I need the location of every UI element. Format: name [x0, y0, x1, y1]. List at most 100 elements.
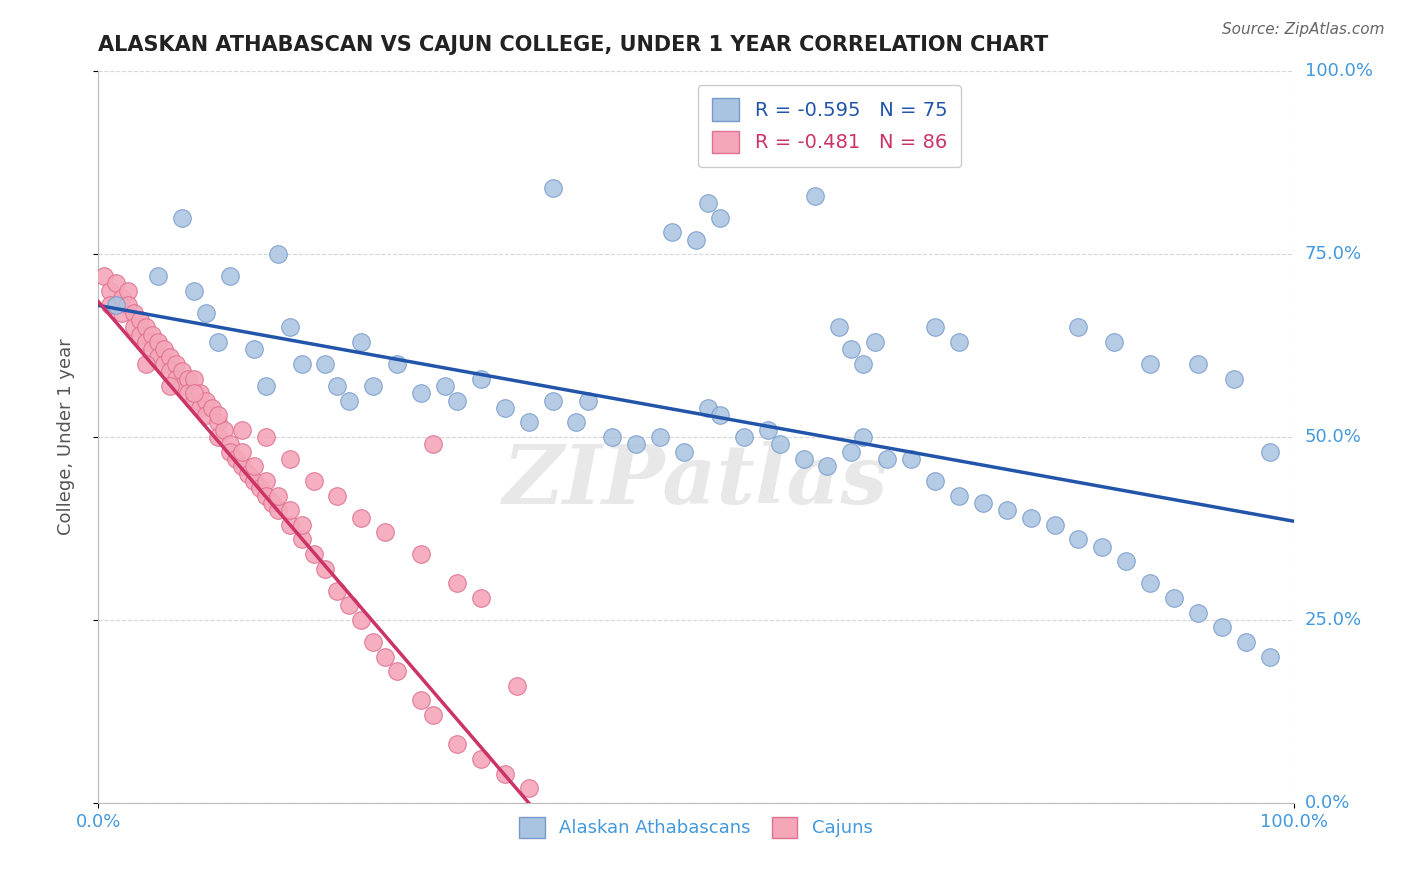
- Point: [350, 334, 373, 349]
- Point: [648, 430, 672, 444]
- Point: [219, 444, 242, 458]
- Point: [195, 306, 218, 320]
- Point: [411, 547, 433, 561]
- Point: [541, 181, 564, 195]
- Point: [1234, 635, 1257, 649]
- Point: [165, 371, 187, 385]
- Point: [278, 517, 301, 532]
- Point: [153, 357, 176, 371]
- Point: [159, 350, 181, 364]
- Point: [254, 430, 277, 444]
- Point: [363, 635, 385, 649]
- Point: [768, 437, 790, 451]
- Point: [363, 379, 385, 393]
- Point: [1163, 591, 1185, 605]
- Point: [105, 277, 128, 291]
- Point: [494, 766, 516, 780]
- Point: [876, 452, 898, 467]
- Point: [385, 357, 409, 371]
- Point: [219, 269, 242, 284]
- Point: [243, 343, 266, 357]
- Point: [135, 320, 157, 334]
- Text: 75.0%: 75.0%: [1305, 245, 1362, 263]
- Point: [374, 525, 396, 540]
- Point: [135, 334, 157, 349]
- Point: [673, 444, 696, 458]
- Point: [172, 379, 194, 393]
- Point: [278, 503, 301, 517]
- Point: [236, 467, 259, 481]
- Point: [117, 298, 139, 312]
- Point: [243, 459, 266, 474]
- Point: [470, 591, 492, 605]
- Point: [517, 781, 540, 796]
- Point: [1139, 576, 1161, 591]
- Point: [267, 503, 290, 517]
- Point: [578, 393, 600, 408]
- Point: [254, 474, 277, 488]
- Point: [183, 371, 205, 385]
- Point: [804, 188, 827, 202]
- Point: [153, 343, 176, 357]
- Point: [411, 693, 433, 707]
- Point: [135, 357, 157, 371]
- Point: [852, 357, 875, 371]
- Point: [924, 474, 946, 488]
- Point: [231, 444, 253, 458]
- Point: [159, 364, 181, 378]
- Point: [411, 386, 433, 401]
- Point: [1067, 533, 1090, 547]
- Point: [517, 416, 540, 430]
- Point: [1019, 510, 1042, 524]
- Point: [111, 291, 134, 305]
- Point: [565, 416, 588, 430]
- Point: [291, 517, 314, 532]
- Point: [470, 752, 492, 766]
- Point: [995, 503, 1018, 517]
- Point: [93, 269, 115, 284]
- Point: [733, 430, 755, 444]
- Point: [326, 489, 349, 503]
- Point: [350, 613, 373, 627]
- Point: [948, 334, 970, 349]
- Point: [506, 679, 529, 693]
- Point: [841, 444, 863, 458]
- Point: [201, 401, 224, 415]
- Point: [105, 298, 128, 312]
- Legend: Alaskan Athabascans, Cajuns: Alaskan Athabascans, Cajuns: [512, 810, 880, 845]
- Text: 25.0%: 25.0%: [1305, 611, 1362, 629]
- Point: [1258, 444, 1281, 458]
- Point: [1187, 606, 1209, 620]
- Y-axis label: College, Under 1 year: College, Under 1 year: [56, 339, 75, 535]
- Point: [183, 284, 205, 298]
- Point: [207, 416, 229, 430]
- Point: [434, 379, 457, 393]
- Point: [207, 408, 229, 422]
- Point: [212, 423, 235, 437]
- Point: [278, 320, 301, 334]
- Point: [291, 533, 314, 547]
- Point: [302, 474, 325, 488]
- Point: [446, 737, 468, 751]
- Text: Source: ZipAtlas.com: Source: ZipAtlas.com: [1222, 22, 1385, 37]
- Point: [188, 401, 211, 415]
- Point: [661, 225, 683, 239]
- Point: [626, 437, 648, 451]
- Point: [1258, 649, 1281, 664]
- Point: [1091, 540, 1114, 554]
- Point: [374, 649, 396, 664]
- Point: [815, 459, 838, 474]
- Point: [315, 562, 337, 576]
- Point: [350, 510, 373, 524]
- Text: 100.0%: 100.0%: [1305, 62, 1372, 80]
- Point: [117, 284, 139, 298]
- Point: [183, 393, 205, 408]
- Point: [494, 401, 516, 415]
- Point: [339, 393, 361, 408]
- Point: [756, 423, 779, 437]
- Point: [254, 379, 277, 393]
- Point: [172, 211, 194, 225]
- Point: [129, 313, 152, 327]
- Point: [141, 343, 163, 357]
- Point: [183, 386, 205, 401]
